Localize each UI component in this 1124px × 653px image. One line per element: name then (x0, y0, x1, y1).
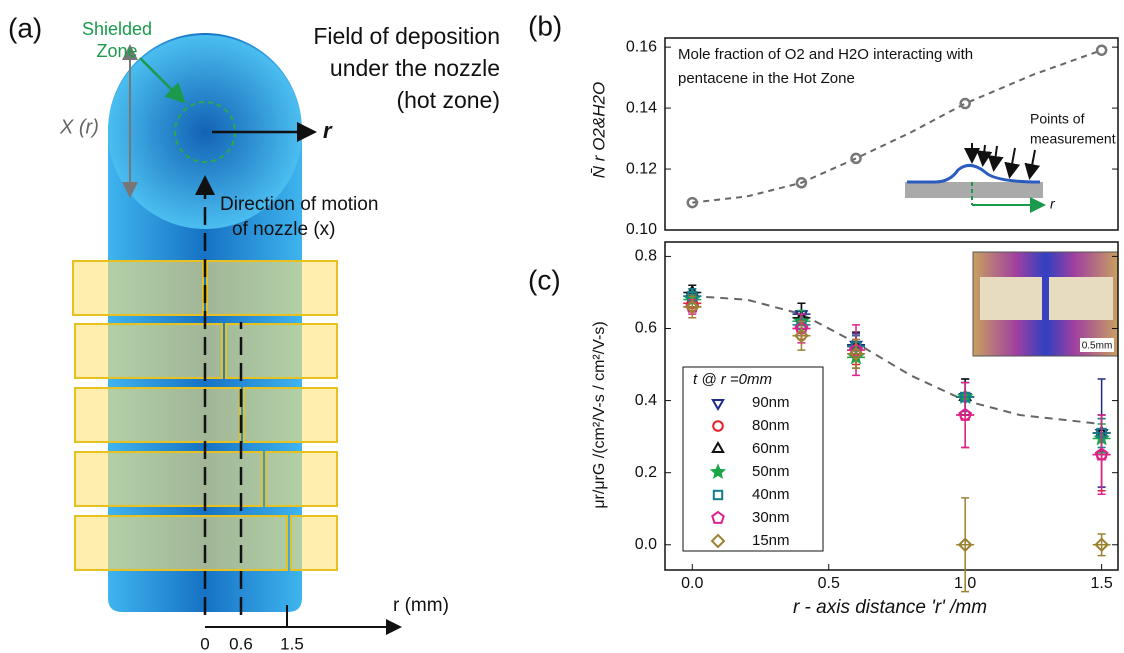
r-label: r (323, 118, 333, 143)
error-bar (792, 320, 811, 351)
legend-marker (710, 533, 726, 549)
y-tick-label: 0.14 (626, 99, 657, 116)
point (795, 177, 808, 189)
axis-tick: 0.6 (229, 634, 253, 653)
legend-title: t @ r =0mm (693, 371, 772, 388)
point (1095, 44, 1108, 56)
shielded: Shielded (82, 19, 152, 39)
inset-label: measurement (1030, 131, 1116, 147)
y-tick-label: 0.12 (626, 160, 657, 177)
error-bar (956, 381, 975, 449)
field: (hot zone) (396, 87, 500, 113)
legend-marker (711, 510, 725, 524)
legend-marker (709, 463, 727, 479)
motion: Direction of motion (220, 194, 378, 215)
marker (1094, 537, 1110, 553)
annotation: Mole fraction of O2 and H2O interacting … (678, 46, 973, 63)
field: under the nozzle (330, 55, 500, 81)
legend-label: 15nm (752, 532, 790, 549)
annotation: pentacene in the Hot Zone (678, 70, 855, 87)
x-tick-label: 1.5 (1091, 575, 1113, 592)
legend-label: 80nm (752, 417, 790, 434)
marker (684, 299, 700, 315)
legend-label: 50nm (752, 463, 790, 480)
marker (958, 407, 973, 421)
legend-label: 90nm (752, 394, 790, 411)
inset-c (972, 251, 1119, 357)
legend-marker (712, 489, 724, 501)
y-axis-label: μr/μrG /(cm²/V-s / cm²/V-s) (591, 321, 608, 508)
y-tick-label: 0.16 (626, 38, 657, 55)
error-bar (956, 497, 975, 593)
marker (794, 328, 809, 344)
substrates (72, 260, 338, 571)
y-tick-label: 0.8 (635, 248, 657, 265)
motion: of nozzle (x) (232, 219, 335, 240)
axis-tick: 0 (200, 634, 209, 653)
axis-tick: 1.5 (280, 634, 304, 653)
plot-frame (664, 37, 1119, 231)
inset-label: Points of (1030, 111, 1085, 127)
plot-frame (664, 241, 1119, 571)
x-axis-label: r - axis distance 'r' /mm (793, 597, 987, 618)
legend-box (682, 366, 824, 552)
y-tick-label: 0.0 (635, 536, 657, 553)
legend-marker (711, 441, 725, 453)
point (850, 152, 862, 165)
x-tick-label: 0.0 (681, 575, 703, 592)
shield-arrow (139, 57, 186, 104)
y-tick-label: 0.10 (626, 221, 657, 238)
legend-label: 30nm (752, 509, 790, 526)
point (959, 97, 971, 110)
fit-line (692, 49, 1102, 204)
error-bar (1092, 414, 1111, 496)
fit-line (692, 295, 1102, 426)
y-tick-label: 0.6 (635, 320, 657, 337)
point (686, 196, 699, 209)
error-bar (847, 338, 866, 369)
y-tick-label: 0.2 (635, 464, 657, 481)
marker (848, 346, 864, 362)
inset-b (905, 143, 1046, 213)
marker (1094, 447, 1109, 461)
error-bar (683, 295, 702, 319)
inset-label: r (1050, 196, 1056, 212)
error-bar (1092, 533, 1111, 557)
field: Field of deposition (313, 23, 500, 49)
panel-label: (b) (528, 10, 562, 41)
shielded: Zone (96, 41, 137, 61)
x-r: X (r) (59, 116, 99, 138)
hot-zone (108, 35, 302, 229)
legend-marker (712, 420, 724, 432)
panel-label: (c) (528, 264, 561, 295)
marker (957, 537, 973, 553)
scale-label: 0.5mm (1082, 341, 1113, 352)
panel-label: (a) (8, 12, 42, 43)
y-tick-label: 0.4 (635, 392, 657, 409)
legend-marker (711, 399, 725, 411)
axis-label: r (mm) (393, 595, 449, 616)
y-axis-label: N̄ r O2&H2O (589, 82, 608, 178)
legend-label: 60nm (752, 440, 790, 457)
panel-a: (a) Shielded Zone Field of deposition un… (8, 12, 500, 653)
legend-label: 40nm (752, 486, 790, 503)
x-tick-label: 0.5 (818, 575, 840, 592)
